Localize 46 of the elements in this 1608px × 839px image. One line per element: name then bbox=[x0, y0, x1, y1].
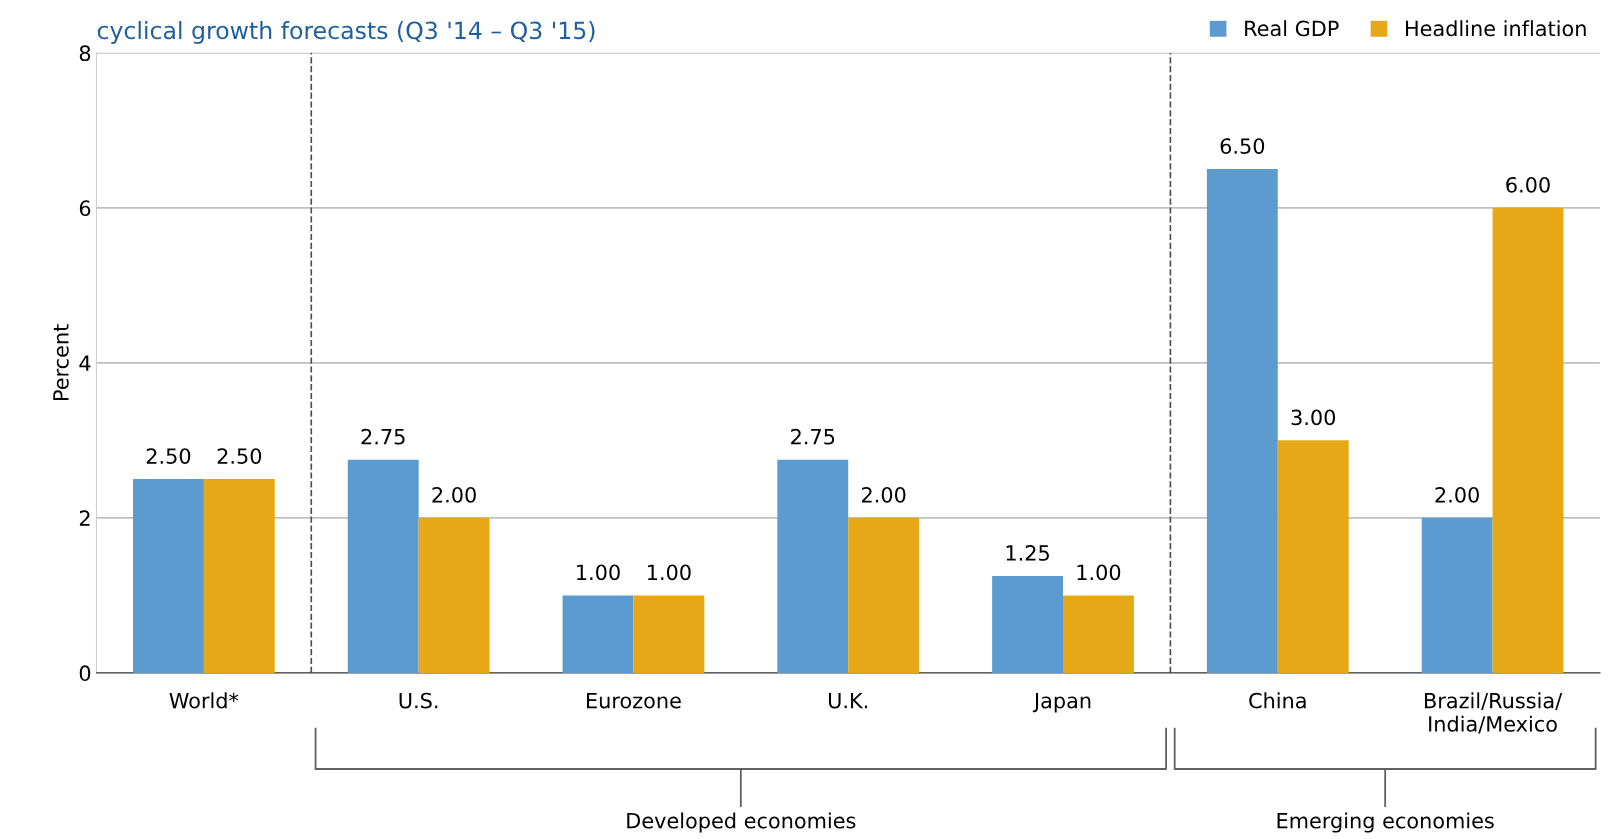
bar bbox=[1492, 207, 1564, 673]
y-tick-label: 4 bbox=[79, 355, 91, 371]
legend-label: Real GDP bbox=[1245, 20, 1339, 37]
data-label: 6.00 bbox=[1506, 176, 1550, 193]
data-label: 2.50 bbox=[146, 448, 191, 464]
bar bbox=[777, 459, 849, 673]
x-tick-label: U.K. bbox=[828, 692, 868, 709]
data-label: 2.75 bbox=[361, 428, 405, 445]
data-label: 1.00 bbox=[1077, 564, 1121, 581]
bar bbox=[633, 595, 705, 673]
y-tick-label: 0 bbox=[79, 665, 91, 682]
x-tick-label: World* bbox=[169, 692, 239, 709]
bar bbox=[347, 459, 419, 673]
x-tick-label: U.S. bbox=[399, 692, 438, 709]
data-label: 2.75 bbox=[791, 428, 835, 445]
x-tick-label: Brazil/Russia/ India/Mexico bbox=[1425, 692, 1563, 734]
y-tick-label: 6 bbox=[79, 200, 91, 217]
data-label: 6.50 bbox=[1220, 138, 1265, 154]
y-tick-label: 2 bbox=[79, 510, 90, 526]
bar bbox=[992, 576, 1063, 673]
bar bbox=[203, 479, 275, 673]
bar bbox=[1277, 440, 1349, 673]
data-label: 1.00 bbox=[647, 564, 691, 581]
y-tick-label: 8 bbox=[79, 45, 91, 62]
legend-label: Headline inflation bbox=[1406, 20, 1586, 37]
chart-title: cyclical growth forecasts (Q3 '14 – Q3 '15) bbox=[97, 21, 595, 44]
x-tick-label: China bbox=[1249, 692, 1306, 709]
data-label: 2.00 bbox=[1435, 486, 1479, 503]
bar bbox=[1206, 169, 1278, 673]
data-label: 2.50 bbox=[217, 448, 262, 464]
bar bbox=[132, 479, 204, 673]
bar bbox=[1063, 595, 1134, 673]
data-label: 2.00 bbox=[432, 486, 476, 503]
y-axis-title: Percent bbox=[53, 324, 69, 401]
x-tick-label: Eurozone bbox=[587, 692, 681, 709]
text: Developed economies bbox=[627, 812, 856, 833]
data-label: 1.25 bbox=[1006, 545, 1049, 561]
x-tick-label: Japan bbox=[1032, 692, 1091, 713]
data-label: 3.00 bbox=[1291, 409, 1336, 426]
bar bbox=[848, 517, 920, 673]
bar bbox=[562, 595, 634, 673]
text: Emerging economies bbox=[1277, 812, 1494, 833]
bar bbox=[1421, 517, 1493, 673]
data-label: 1.00 bbox=[577, 564, 620, 581]
bar bbox=[418, 517, 490, 673]
data-label: 2.00 bbox=[861, 486, 906, 503]
